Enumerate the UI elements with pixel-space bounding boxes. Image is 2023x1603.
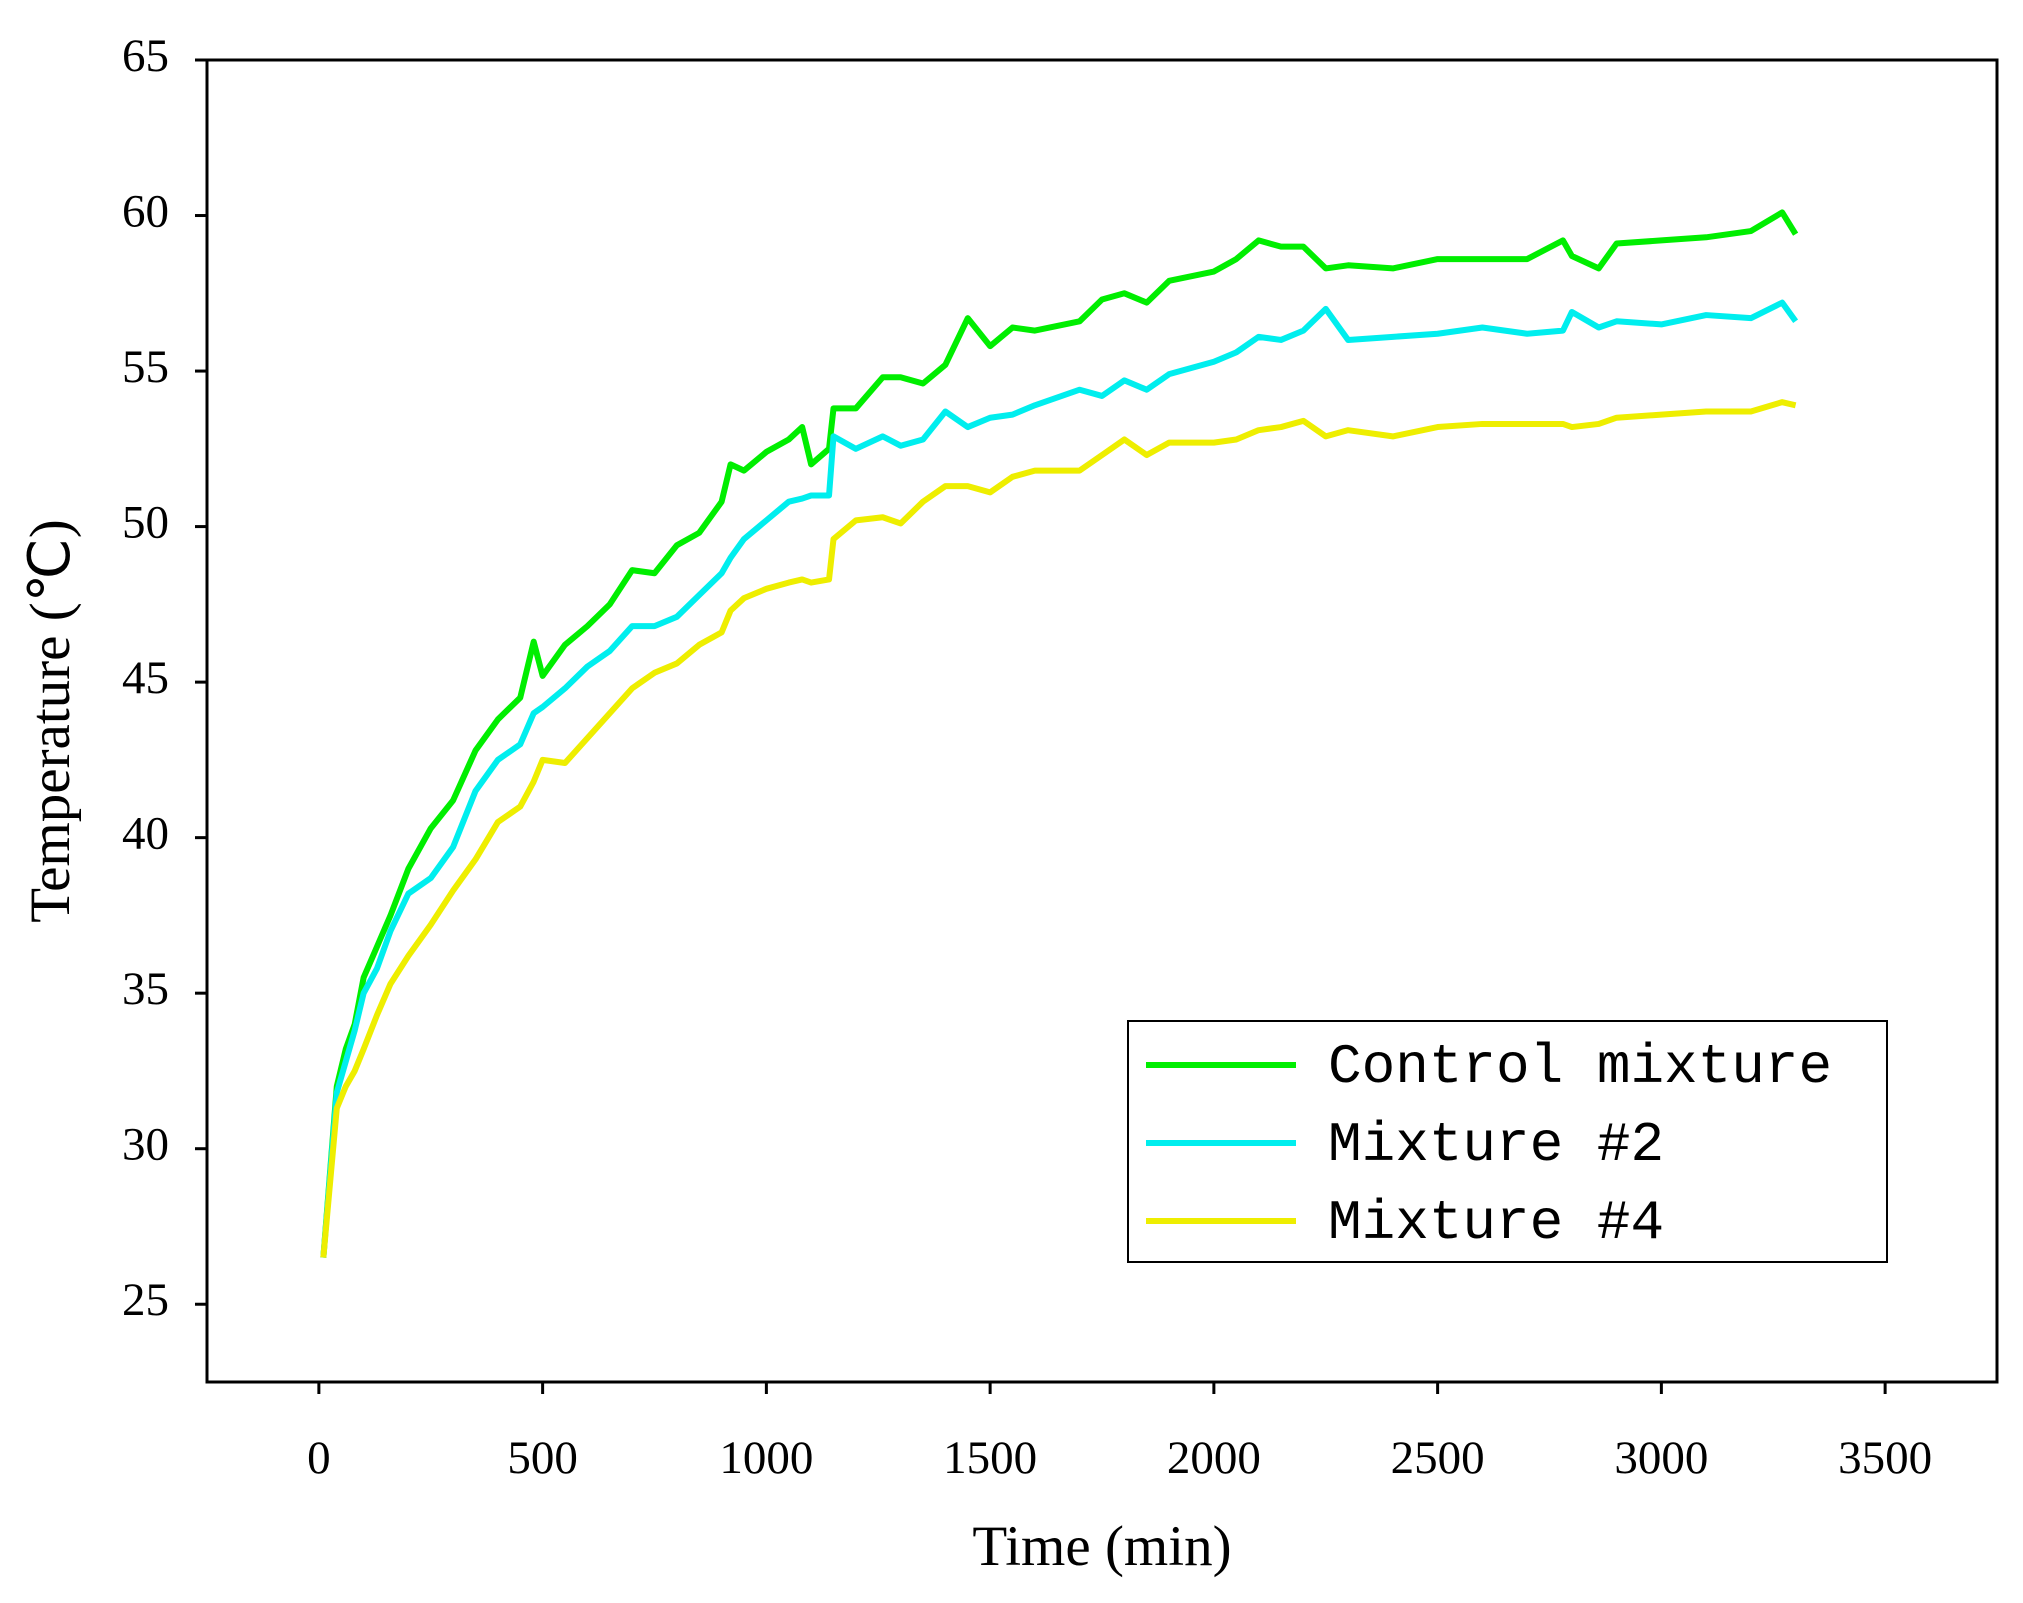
y-tick-label: 25 xyxy=(122,1274,169,1326)
y-axis-title: Temperature (℃) xyxy=(19,519,82,922)
y-tick-label: 55 xyxy=(122,341,169,393)
y-tick-label: 35 xyxy=(122,963,169,1015)
y-tick-label: 50 xyxy=(122,496,169,548)
y-tick-label: 60 xyxy=(122,185,169,237)
legend-label: Mixture #4 xyxy=(1328,1191,1664,1255)
y-tick-label: 45 xyxy=(122,652,169,704)
legend-label: Control mixture xyxy=(1328,1035,1832,1099)
plot-frame xyxy=(205,58,1999,1384)
x-tick-label: 2000 xyxy=(1167,1432,1261,1484)
x-tick-label: 1000 xyxy=(719,1432,813,1484)
legend-label: Mixture #2 xyxy=(1328,1113,1664,1177)
x-tick-label: 0 xyxy=(307,1432,331,1484)
y-tick-label: 30 xyxy=(122,1118,169,1170)
series-line xyxy=(320,399,1797,1258)
series-line xyxy=(320,209,1799,1258)
x-tick-label: 3500 xyxy=(1838,1432,1932,1484)
x-tick-label: 500 xyxy=(507,1432,578,1484)
y-tick-label: 65 xyxy=(122,30,169,82)
y-tick-label: 40 xyxy=(122,807,169,859)
series-line xyxy=(320,299,1799,1258)
x-tick-label: 1500 xyxy=(943,1432,1037,1484)
x-tick-label: 2500 xyxy=(1391,1432,1485,1484)
x-axis-title: Time (min) xyxy=(972,1515,1231,1578)
x-tick-label: 3000 xyxy=(1614,1432,1708,1484)
